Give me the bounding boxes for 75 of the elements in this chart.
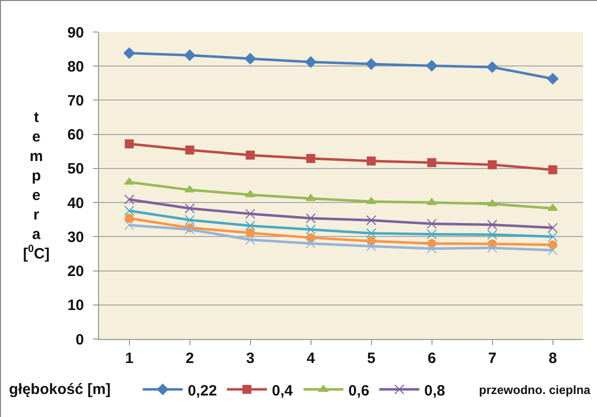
point bbox=[246, 150, 255, 160]
point bbox=[486, 61, 498, 73]
y-tick-label: 70 bbox=[67, 92, 84, 110]
point bbox=[244, 52, 256, 64]
text: tempera [$^{0}$C] bbox=[23, 109, 50, 262]
x-tick-label: 7 bbox=[488, 350, 496, 367]
point bbox=[366, 241, 376, 252]
point bbox=[184, 214, 195, 225]
point bbox=[366, 197, 376, 204]
point bbox=[185, 146, 194, 155]
point bbox=[306, 224, 316, 234]
x-tick-label: 4 bbox=[306, 350, 316, 367]
point bbox=[306, 213, 316, 224]
point bbox=[184, 203, 195, 214]
point bbox=[245, 208, 256, 219]
point bbox=[184, 185, 195, 192]
legend-label: 0,4 bbox=[272, 382, 294, 400]
point bbox=[548, 245, 558, 256]
point bbox=[124, 214, 134, 223]
y-tick-label: 40 bbox=[67, 194, 84, 212]
x-tick-label: 3 bbox=[246, 350, 254, 367]
x-tick-label: 5 bbox=[367, 350, 376, 367]
legend-label: 0,22 bbox=[188, 382, 217, 400]
y-tick-label: 20 bbox=[67, 263, 84, 280]
point bbox=[124, 194, 134, 204]
point bbox=[184, 50, 196, 61]
point bbox=[124, 139, 134, 148]
legend-label: 0,6 bbox=[348, 382, 370, 400]
point bbox=[487, 242, 498, 253]
y-tick-label: 10 bbox=[67, 297, 84, 314]
point bbox=[246, 228, 255, 238]
point bbox=[488, 160, 497, 170]
point bbox=[366, 58, 377, 70]
point bbox=[548, 204, 558, 211]
point bbox=[548, 222, 558, 233]
x-tick-label: 8 bbox=[548, 350, 557, 367]
point bbox=[366, 215, 376, 226]
legend-label: 0,8 bbox=[424, 382, 446, 400]
point bbox=[305, 56, 316, 68]
point bbox=[124, 206, 134, 216]
y-tick-label: 0 bbox=[76, 331, 84, 348]
point bbox=[548, 165, 558, 174]
point bbox=[487, 199, 498, 206]
point bbox=[548, 232, 558, 242]
point bbox=[245, 234, 256, 245]
point bbox=[366, 228, 376, 238]
y-tick-label: 90 bbox=[67, 24, 84, 42]
point bbox=[426, 218, 437, 229]
point bbox=[124, 47, 135, 59]
legend-title: przewodno. cieplna bbox=[479, 383, 591, 397]
y-tick-label: 30 bbox=[67, 228, 84, 246]
point bbox=[306, 194, 316, 201]
point bbox=[426, 60, 438, 72]
point bbox=[306, 154, 316, 164]
point bbox=[124, 178, 134, 185]
x-axis-title: głębokość [m] bbox=[9, 381, 111, 398]
x-tick-label: 1 bbox=[125, 350, 134, 367]
point bbox=[547, 73, 558, 84]
point bbox=[426, 244, 437, 254]
y-tick-label: 50 bbox=[67, 160, 84, 178]
point bbox=[306, 233, 316, 242]
point bbox=[306, 238, 316, 248]
point bbox=[124, 220, 134, 230]
x-tick-label: 2 bbox=[186, 350, 194, 367]
point bbox=[426, 198, 437, 206]
point bbox=[245, 220, 256, 231]
y-tick-label: 80 bbox=[67, 58, 84, 76]
point bbox=[366, 156, 376, 166]
point bbox=[487, 220, 498, 230]
point bbox=[487, 230, 498, 240]
point bbox=[427, 158, 436, 168]
y-tick-label: 60 bbox=[67, 126, 84, 144]
x-tick-label: 6 bbox=[428, 350, 436, 367]
point bbox=[245, 190, 256, 198]
point bbox=[426, 229, 437, 240]
